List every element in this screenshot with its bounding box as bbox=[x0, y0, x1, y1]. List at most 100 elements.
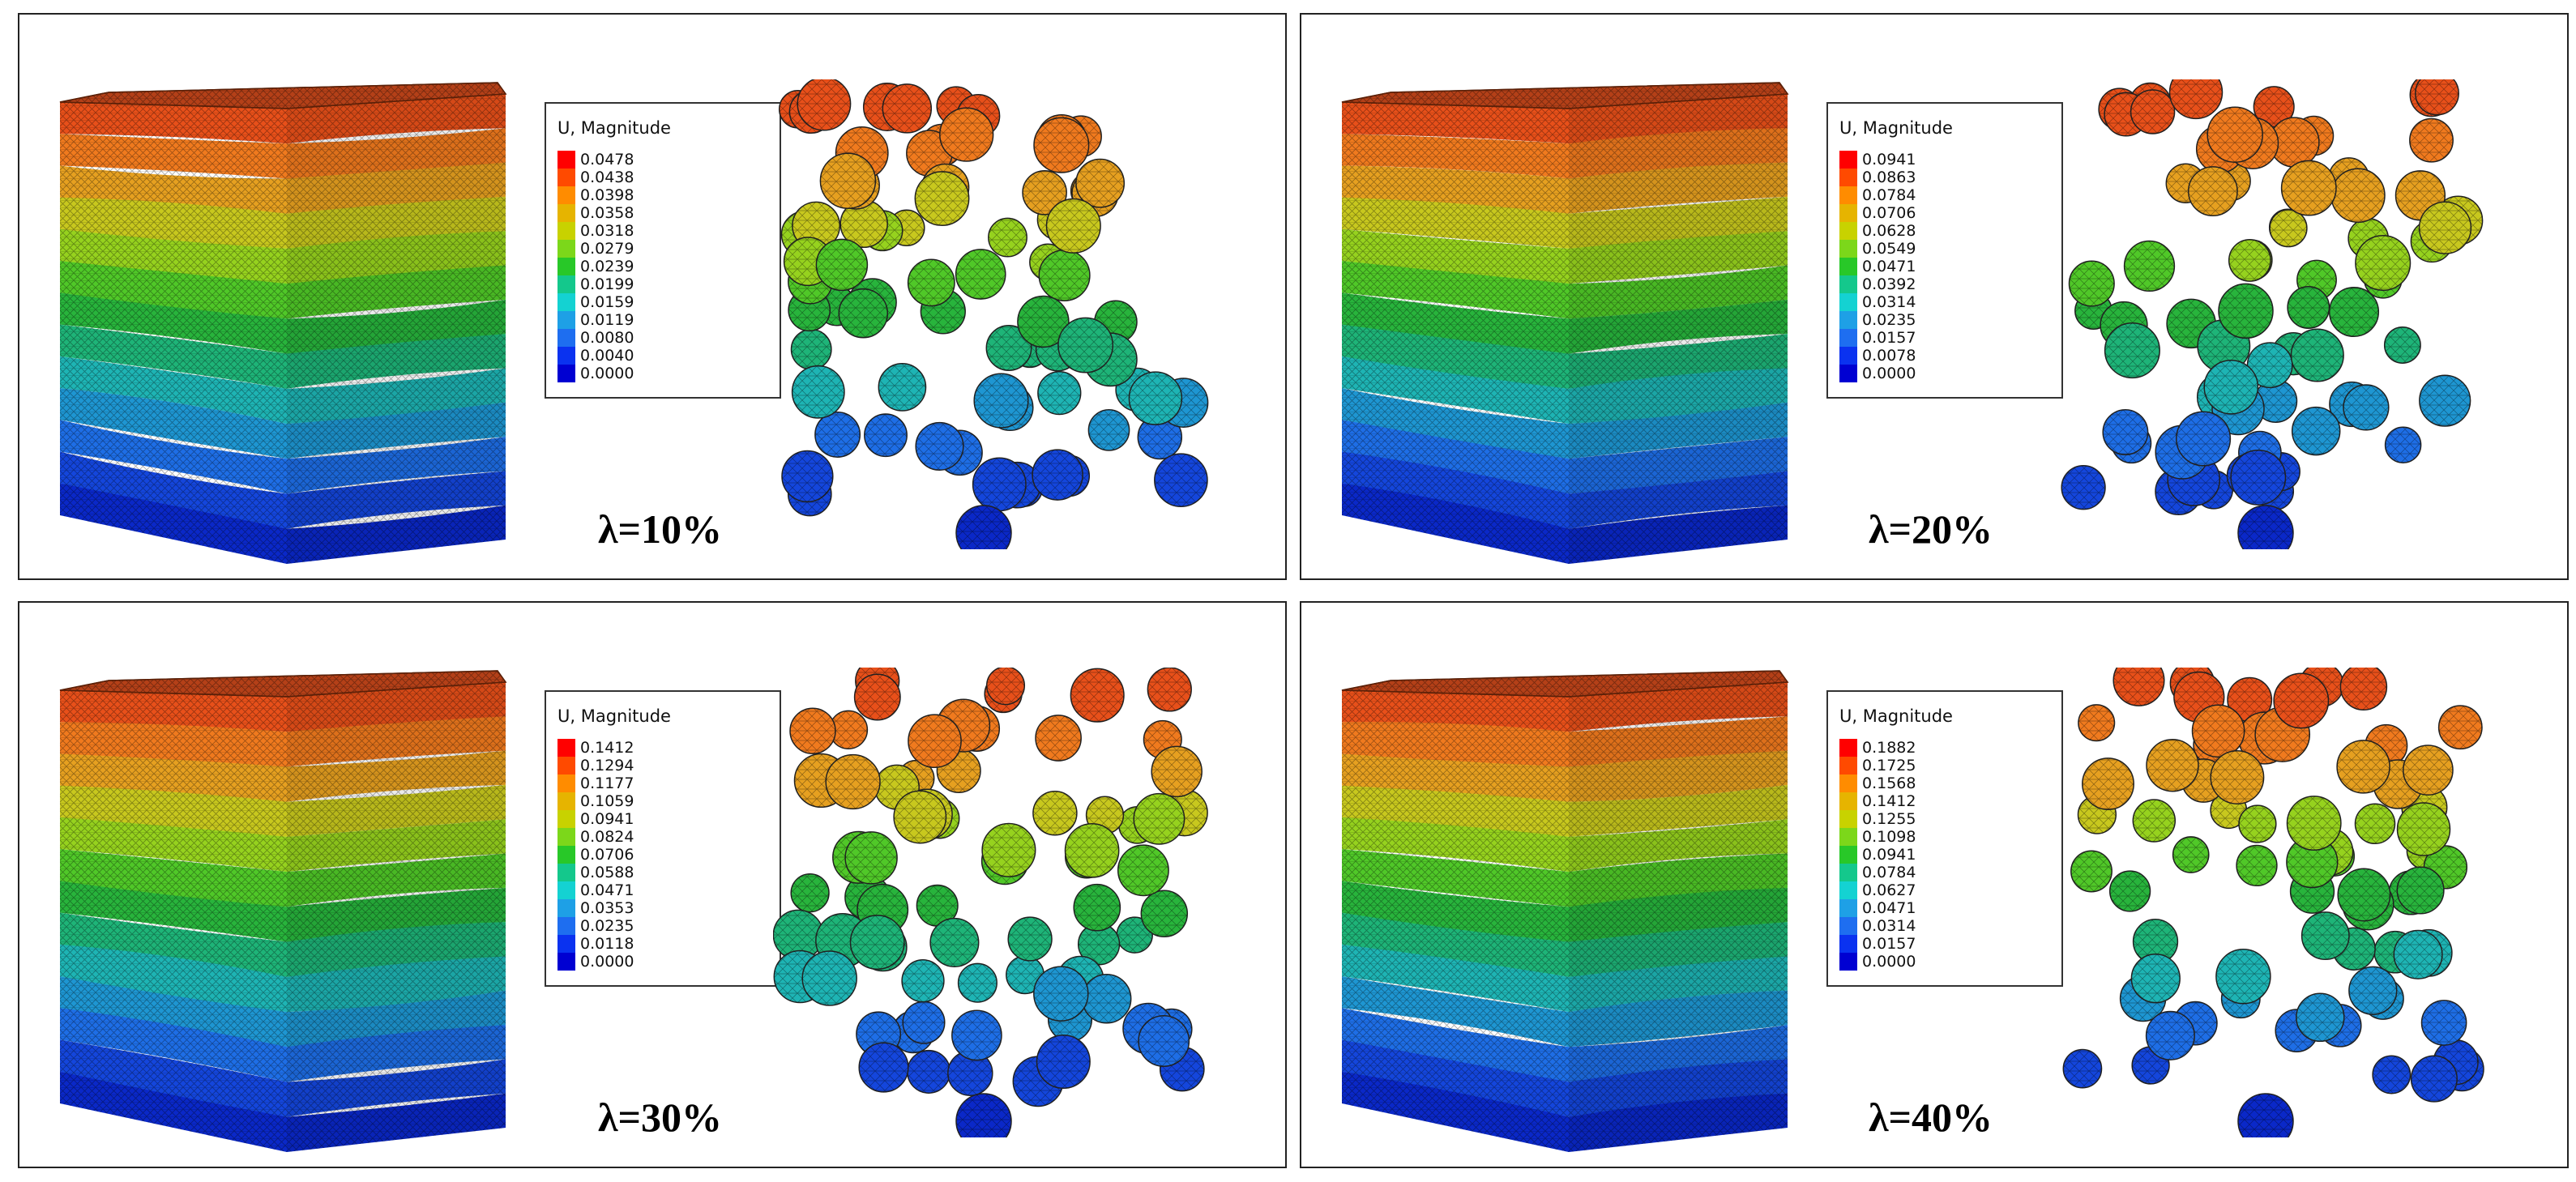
legend-row: 0.0000 bbox=[557, 953, 634, 971]
particle-sphere-mesh bbox=[2270, 209, 2307, 247]
legend-swatch bbox=[1839, 365, 1857, 382]
particle-sphere-mesh bbox=[2219, 284, 2273, 339]
particle-sphere-mesh bbox=[1117, 917, 1153, 954]
particle-sphere-mesh bbox=[839, 288, 888, 338]
legend-row: 0.0279 bbox=[557, 240, 634, 258]
particle-sphere-mesh bbox=[2419, 375, 2471, 426]
particle-sphere-mesh bbox=[2215, 949, 2271, 1004]
particle-sphere-mesh bbox=[1034, 117, 1089, 173]
legend-row: 0.0627 bbox=[1839, 881, 1916, 899]
legend-swatch bbox=[1839, 739, 1857, 757]
legend-value: 0.0863 bbox=[1862, 169, 1916, 186]
particle-sphere-mesh bbox=[864, 414, 908, 457]
legend-swatch bbox=[1839, 258, 1857, 275]
legend-value: 0.1412 bbox=[580, 739, 634, 757]
particle-sphere-mesh bbox=[958, 963, 998, 1002]
legend-row: 0.0863 bbox=[1839, 169, 1916, 186]
legend-swatch bbox=[557, 347, 575, 365]
legend-value: 0.1882 bbox=[1862, 739, 1916, 757]
particle-sphere-mesh bbox=[878, 363, 926, 411]
legend-row: 0.0628 bbox=[1839, 222, 1916, 240]
legend-swatch bbox=[557, 739, 575, 757]
particle-sphere-mesh bbox=[2292, 407, 2340, 455]
legend-row: 0.0588 bbox=[557, 864, 634, 881]
legend-row: 0.0000 bbox=[1839, 953, 1916, 971]
particle-sphere-mesh bbox=[2415, 79, 2459, 115]
particle-sphere-mesh bbox=[2338, 868, 2390, 921]
legend-row: 0.0235 bbox=[1839, 311, 1916, 329]
legend-swatch bbox=[1839, 846, 1857, 864]
legend-row: 0.0159 bbox=[557, 293, 634, 311]
particle-sphere-mesh bbox=[2236, 845, 2277, 886]
particle-sphere-mesh bbox=[792, 365, 844, 418]
particle-sphere-mesh bbox=[2238, 1094, 2293, 1137]
legend-value: 0.0199 bbox=[580, 275, 634, 293]
legend-title: U, Magnitude bbox=[557, 118, 671, 138]
legend-value: 0.0040 bbox=[580, 347, 634, 365]
matrix-cube-contour bbox=[1341, 82, 1789, 564]
legend-row: 0.0314 bbox=[1839, 917, 1916, 935]
legend-value: 0.0471 bbox=[1862, 899, 1916, 917]
legend-row: 0.1725 bbox=[1839, 757, 1916, 774]
legend-row: 0.1098 bbox=[1839, 828, 1916, 846]
displacement-legend: U, Magnitude 0.0941 0.0863 0.0784 0.0706 0.06… bbox=[1826, 102, 2063, 399]
legend-swatch bbox=[557, 935, 575, 953]
cube-mesh bbox=[1569, 94, 1788, 564]
particle-sphere-mesh bbox=[2176, 412, 2231, 466]
legend-value: 0.0000 bbox=[1862, 365, 1916, 382]
legend-row: 0.0235 bbox=[557, 917, 634, 935]
particle-sphere-mesh bbox=[1070, 668, 1124, 722]
particle-sphere-mesh bbox=[955, 249, 1006, 300]
legend-swatch bbox=[1839, 792, 1857, 810]
particle-sphere-mesh bbox=[1036, 715, 1082, 762]
legend-swatch bbox=[557, 169, 575, 186]
particle-sphere-mesh bbox=[1117, 845, 1169, 896]
legend-value: 0.0119 bbox=[580, 311, 634, 329]
legend-swatch bbox=[1839, 774, 1857, 792]
result-panel: U, Magnitude 0.1412 0.1294 0.1177 0.1059 0.09… bbox=[18, 601, 1287, 1168]
legend-value: 0.0279 bbox=[580, 240, 634, 258]
legend-swatch bbox=[557, 258, 575, 275]
particle-sphere-mesh bbox=[826, 754, 880, 809]
legend-value: 0.0353 bbox=[580, 899, 634, 917]
legend-value: 0.0471 bbox=[580, 881, 634, 899]
legend-swatch bbox=[557, 275, 575, 293]
legend-swatch bbox=[1839, 917, 1857, 935]
particle-sphere-mesh bbox=[840, 200, 888, 248]
result-panel: U, Magnitude 0.0478 0.0438 0.0398 0.0358 0.03… bbox=[18, 13, 1287, 580]
legend-value: 0.0706 bbox=[580, 846, 634, 864]
legend-value: 0.0157 bbox=[1862, 935, 1916, 953]
legend-row: 0.0078 bbox=[1839, 347, 1916, 365]
legend-value: 0.0588 bbox=[580, 864, 634, 881]
legend-value: 0.0000 bbox=[580, 953, 634, 971]
particle-sphere-mesh bbox=[2211, 750, 2264, 804]
lambda-caption: λ=10% bbox=[598, 506, 723, 552]
particle-sphere-mesh bbox=[939, 108, 993, 161]
result-panel: U, Magnitude 0.0941 0.0863 0.0784 0.0706 0.06… bbox=[1300, 13, 2569, 580]
particle-sphere-mesh bbox=[2103, 409, 2148, 455]
particle-sphere-mesh bbox=[1006, 956, 1044, 994]
lambda-caption: λ=30% bbox=[598, 1095, 723, 1140]
legend-value: 0.0941 bbox=[1862, 151, 1916, 169]
particle-sphere-mesh bbox=[2082, 757, 2134, 810]
particle-sphere-mesh bbox=[2421, 1000, 2467, 1046]
particle-sphere-mesh bbox=[1074, 884, 1121, 931]
legend-value: 0.0314 bbox=[1862, 293, 1916, 311]
particle-sphere-mesh bbox=[908, 259, 955, 306]
particle-sphere-mesh bbox=[1065, 823, 1119, 877]
cube-top-mesh bbox=[1341, 670, 1789, 698]
particle-sphere-mesh bbox=[902, 959, 944, 1002]
legend-value: 0.0941 bbox=[1862, 846, 1916, 864]
particle-sphere-mesh bbox=[988, 218, 1027, 257]
legend-swatch bbox=[1839, 828, 1857, 846]
legend-row: 0.0000 bbox=[1839, 365, 1916, 382]
particle-sphere-mesh bbox=[1033, 967, 1088, 1022]
cube-top-mesh bbox=[59, 82, 507, 109]
particle-sphere-mesh bbox=[2331, 169, 2385, 223]
legend-swatch bbox=[1839, 186, 1857, 204]
particle-sphere-mesh bbox=[2063, 1049, 2102, 1088]
legend-value: 0.0358 bbox=[580, 204, 634, 222]
particle-sphere-mesh bbox=[1078, 924, 1120, 965]
legend-row: 0.0784 bbox=[1839, 186, 1916, 204]
legend-value: 0.1568 bbox=[1862, 774, 1916, 792]
